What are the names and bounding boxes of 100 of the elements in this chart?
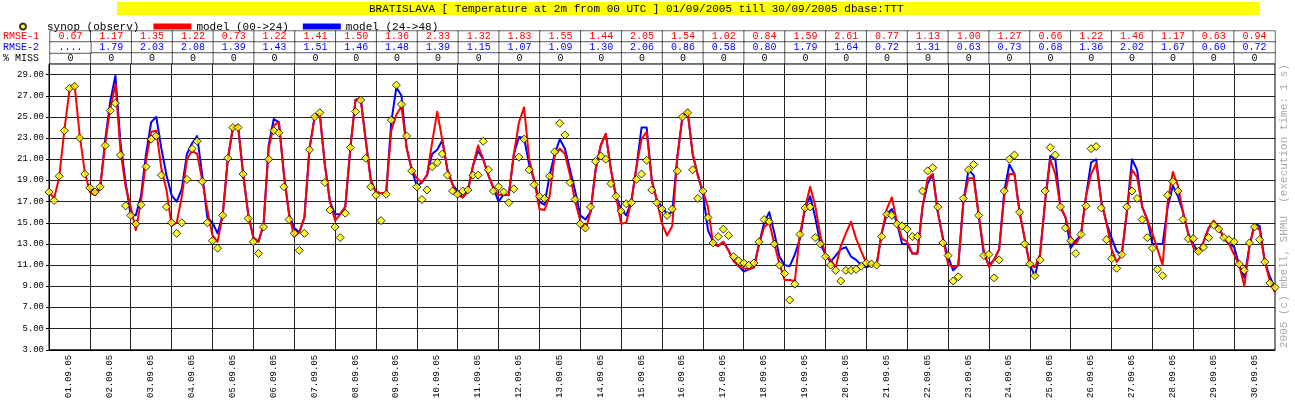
data-label: 1.32 [466, 31, 491, 42]
data-label: 1.17 [1160, 31, 1185, 42]
data-label: 1.22 [1079, 31, 1104, 42]
x-tick-label: 26.09.05 [1086, 354, 1097, 399]
data-label: 1.79 [99, 42, 124, 53]
x-tick-label: 25.09.05 [1045, 354, 1056, 399]
data-label: 1.43 [262, 42, 287, 53]
data-label: 2.33 [425, 31, 450, 42]
data-label: 1.31 [915, 42, 940, 53]
x-tick-label: 09.09.05 [391, 354, 402, 399]
x-tick-label: 04.09.05 [187, 354, 198, 399]
data-label: 0.58 [711, 42, 736, 53]
x-tick-label: 30.09.05 [1249, 354, 1260, 399]
data-label: 1.35 [140, 31, 165, 42]
data-label: 0 [516, 53, 523, 64]
x-tick-label: 17.09.05 [718, 354, 729, 399]
data-label: 0 [679, 53, 686, 64]
legend-label: model (00->24) [196, 20, 289, 33]
data-label: 1.09 [548, 42, 573, 53]
data-label: 0.66 [1038, 31, 1063, 42]
data-label: 2.03 [140, 42, 165, 53]
data-label: 0 [720, 53, 727, 64]
y-tick-label: 19.00 [16, 175, 44, 186]
legend-label: synop (observ) [47, 20, 140, 33]
data-label: 2.06 [630, 42, 655, 53]
data-label: 1.59 [793, 31, 818, 42]
data-label: 0.67 [58, 31, 83, 42]
y-tick-label: 3.00 [22, 344, 44, 355]
data-label: 1.41 [303, 31, 328, 42]
y-tick-label: 29.00 [16, 69, 44, 80]
data-label: 0 [1129, 53, 1136, 64]
x-tick-label: 12.09.05 [513, 354, 524, 399]
data-label: 1.46 [344, 42, 369, 53]
data-label: 1.22 [262, 31, 287, 42]
x-tick-label: 16.09.05 [677, 354, 688, 399]
y-tick-label: 13.00 [16, 238, 44, 249]
data-label: 1.51 [303, 42, 328, 53]
data-label: 1.54 [670, 31, 695, 42]
x-tick-label: 06.09.05 [268, 354, 279, 399]
x-tick-label: 24.09.05 [1004, 354, 1015, 399]
data-label: 0 [475, 53, 482, 64]
data-label: 0.73 [997, 42, 1022, 53]
data-label: 0 [843, 53, 850, 64]
x-tick-label: 29.09.05 [1208, 354, 1219, 399]
text: 2005 (c) mbell, SHMU (execution time: 1 s) [1278, 64, 1290, 348]
data-label: 0.72 [1242, 42, 1267, 53]
data-label: 1.39 [425, 42, 450, 53]
data-label: 1.36 [385, 31, 410, 42]
data-label: 1.36 [1079, 42, 1104, 53]
data-label: 0.77 [875, 31, 900, 42]
x-tick-label: 03.09.05 [146, 354, 157, 399]
data-label: 0.84 [752, 31, 777, 42]
legend-label: model (24->48) [345, 20, 439, 33]
text: .... [58, 42, 83, 53]
y-tick-label: 27.00 [16, 90, 44, 101]
data-label: 1.15 [466, 42, 491, 53]
data-label: 2.05 [630, 31, 655, 42]
x-tick-label: 14.09.05 [595, 354, 606, 399]
data-label: 1.55 [548, 31, 573, 42]
data-label: 1.46 [1120, 31, 1145, 42]
x-tick-label: 22.09.05 [922, 354, 933, 399]
data-label: 1.64 [834, 42, 859, 53]
data-label: 0 [1251, 53, 1258, 64]
x-tick-label: 08.09.05 [350, 354, 361, 399]
x-tick-label: 13.09.05 [554, 354, 565, 399]
y-tick-label: 5.00 [22, 323, 44, 334]
data-label: 1.50 [344, 31, 369, 42]
data-label: 1.00 [956, 31, 981, 42]
data-label: 0 [271, 53, 278, 64]
data-label: 0.72 [875, 42, 900, 53]
data-label: 0.68 [1038, 42, 1063, 53]
data-label: 0 [557, 53, 564, 64]
data-label: 1.13 [915, 31, 940, 42]
x-tick-label: 05.09.05 [227, 354, 238, 399]
x-tick-label: 10.09.05 [432, 354, 443, 399]
data-label: 1.44 [589, 31, 614, 42]
data-label: 0.63 [1201, 31, 1226, 42]
data-label: 1.67 [1160, 42, 1185, 53]
data-label: 1.17 [99, 31, 124, 42]
data-label: 0.60 [1201, 42, 1226, 53]
data-label: 0 [1006, 53, 1013, 64]
x-tick-label: 19.09.05 [800, 354, 811, 399]
data-label: 0 [394, 53, 401, 64]
y-tick-label: RMSE-1 [3, 31, 40, 42]
y-tick-label: % MISS [3, 53, 40, 64]
x-tick-label: 11.09.05 [473, 354, 484, 399]
x-tick-label: 28.09.05 [1167, 354, 1178, 399]
data-label: 0 [965, 53, 972, 64]
data-label: 1.22 [180, 31, 205, 42]
y-tick-label: 9.00 [22, 281, 44, 292]
x-tick-label: 18.09.05 [759, 354, 770, 399]
y-tick-label: 23.00 [16, 133, 44, 144]
data-label: 0 [761, 53, 768, 64]
data-label: 0 [312, 53, 319, 64]
data-label: 0 [230, 53, 237, 64]
data-label: 0 [1088, 53, 1095, 64]
data-label: 2.61 [834, 31, 859, 42]
x-tick-label: 20.09.05 [840, 354, 851, 399]
data-label: 0 [1169, 53, 1176, 64]
data-label: 0 [149, 53, 156, 64]
